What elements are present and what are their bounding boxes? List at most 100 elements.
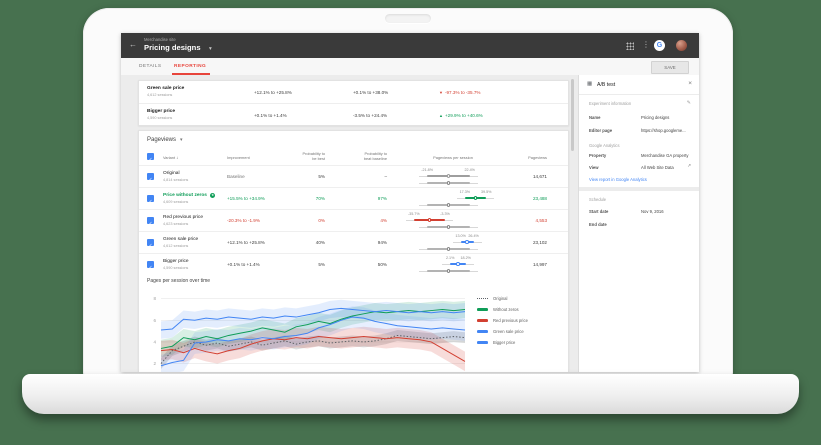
avatar[interactable] [676,40,687,51]
field-value-editor-page[interactable]: https://shop.googleme... [641,128,686,133]
row-checkbox[interactable]: ✓ [147,173,154,183]
objective-range: ▲ +29.9% to +40.6% [439,112,483,118]
row-checkbox[interactable]: ✓ [147,195,154,205]
pageviews-value: 4,553 [535,218,548,223]
table-row: ✓ Red previous price 4,623 sessions -20.… [139,209,568,232]
view-report-link[interactable]: View report in Google Analytics [589,177,647,182]
check-icon: ✓ [148,199,153,205]
prob-beat-value: 97% [377,196,387,201]
variant-name: Red previous price [163,214,203,220]
arrow-up-icon: ▲ [439,112,443,118]
section-label-experiment-info: Experiment information [589,101,632,106]
select-all-checkbox[interactable]: ✓ [147,153,154,163]
legend-label: Without zeros [493,307,519,312]
table-row: ✓ Bigger price 4,590 sessions +0.1% to +… [139,253,568,276]
experiment-title[interactable]: Pricing designs [144,42,201,52]
legend-label: Green sale price [493,329,524,334]
prob-best-value: 40% [315,240,325,245]
section-divider [579,187,699,191]
table-row: ✓ Green sale price 4,612 sessions +12.1%… [139,231,568,254]
column-header-improvement: Improvement [227,155,250,160]
pageviews-value: 23,102 [532,240,547,245]
scrollbar[interactable] [571,79,574,151]
field-value-property: Merchandise GA property [641,153,689,158]
field-value-name: Pricing designs [641,115,670,120]
prob-beat-value: 94% [377,240,387,245]
back-icon[interactable]: ← [129,40,137,49]
metric-selector[interactable]: Pageviews ▾ [147,137,183,143]
chart-legend: Original Without zeros Red previous price G… [477,293,528,348]
objective-range: ▼ -97.3% to -35.7% [439,89,481,95]
ci-range-chart: 13.0% 26.4% [397,233,509,253]
objectives-card: Green sale price 4,612 sessions +12.1% t… [138,80,569,126]
column-header-per-session: Pageviews per session [433,155,473,160]
variant-sessions: 4,612 sessions [147,93,173,97]
row-checkbox[interactable]: ✓ [147,239,154,249]
variant-sessions: 4,590 sessions [163,265,189,270]
field-label-name: Name [589,115,601,120]
chevron-down-icon: ▾ [180,137,183,143]
experiment-type-icon: ▦ [587,81,593,87]
more-menu-icon[interactable]: ⋮ [642,40,650,49]
objective-range: +12.1% to +25.8% [254,89,292,95]
close-icon[interactable]: × [688,80,692,87]
field-label-start-date: Start date [589,209,609,214]
variant-name: Bigger price [147,109,175,114]
table-row: Green sale price 4,612 sessions +12.1% t… [139,81,568,103]
prob-best-value: 70% [315,196,325,201]
svg-text:6: 6 [153,318,156,323]
tab-reporting[interactable]: REPORTING [174,64,207,69]
laptop-base [22,374,799,414]
site-label: Merchandise site [144,37,176,42]
field-value-start-date[interactable]: Nov 9, 2016 [641,209,664,214]
variant-name[interactable]: Price without zeros ★ [163,192,216,198]
variant-name: Green sale price [163,236,199,242]
legend-swatch-icon [477,298,488,299]
active-tab-underline [172,73,210,75]
external-link-icon[interactable]: ↗ [687,163,691,168]
column-header-variant[interactable]: Variant ↓ [163,155,179,160]
field-label-property: Property [589,153,607,158]
row-checkbox[interactable]: ✓ [147,217,154,227]
prob-beat-value: – [384,174,387,179]
leader-badge-icon: ★ [209,192,216,198]
column-header-best: Probability to be best [302,151,326,161]
arrow-down-icon: ▼ [439,89,443,95]
variant-name: Green sale price [147,86,185,91]
legend-item: Red previous price [477,315,528,326]
ci-range-chart: -35.7% -3.3% [397,211,509,231]
prob-beat-value: 4% [380,218,387,223]
details-sidebar: ▦ A/B test × Experiment information ✎ Na… [578,75,699,372]
variant-name: Original [163,170,180,176]
variant-sessions: 4,623 sessions [163,221,189,226]
apps-grid-icon[interactable] [626,42,634,50]
edit-icon[interactable]: ✎ [686,100,691,106]
check-icon: ✓ [148,265,153,271]
legend-item: Bigger price [477,337,528,348]
google-logo-icon[interactable]: G [654,40,665,51]
tab-bar: DETAILS REPORTING SAVE [121,58,699,76]
save-button[interactable]: SAVE [651,61,689,74]
legend-swatch-icon [477,341,488,344]
table-row: ✓ Original 4,814 sessions Baseline 5% – … [139,165,568,188]
sidebar-header: ▦ A/B test × [579,75,699,95]
improvement-value: +0.1% to +1.4% [227,262,260,267]
legend-swatch-icon [477,319,488,322]
svg-text:8: 8 [153,296,156,301]
chevron-down-icon[interactable]: ▾ [209,46,212,52]
legend-item: Green sale price [477,326,528,337]
pageviews-card: Pageviews ▾ ✓ Variant ↓ Improvement Proba… [138,130,569,372]
check-icon: ✓ [148,177,153,183]
field-value-view: All Web Site Data [641,165,674,170]
legend-label: Red previous price [493,318,528,323]
section-label-google-analytics: Google Analytics [589,143,620,148]
improvement-value: -20.3% to -1.9% [227,218,260,223]
prob-best-value: 0% [318,218,325,223]
table-header-row: ✓ Variant ↓ Improvement Probability to be… [139,149,568,166]
row-checkbox[interactable]: ✓ [147,261,154,271]
legend-label: Original [493,296,508,301]
tab-details[interactable]: DETAILS [139,64,162,69]
legend-swatch-icon [477,308,488,311]
improvement-value: +15.5% to +34.9% [227,196,265,201]
